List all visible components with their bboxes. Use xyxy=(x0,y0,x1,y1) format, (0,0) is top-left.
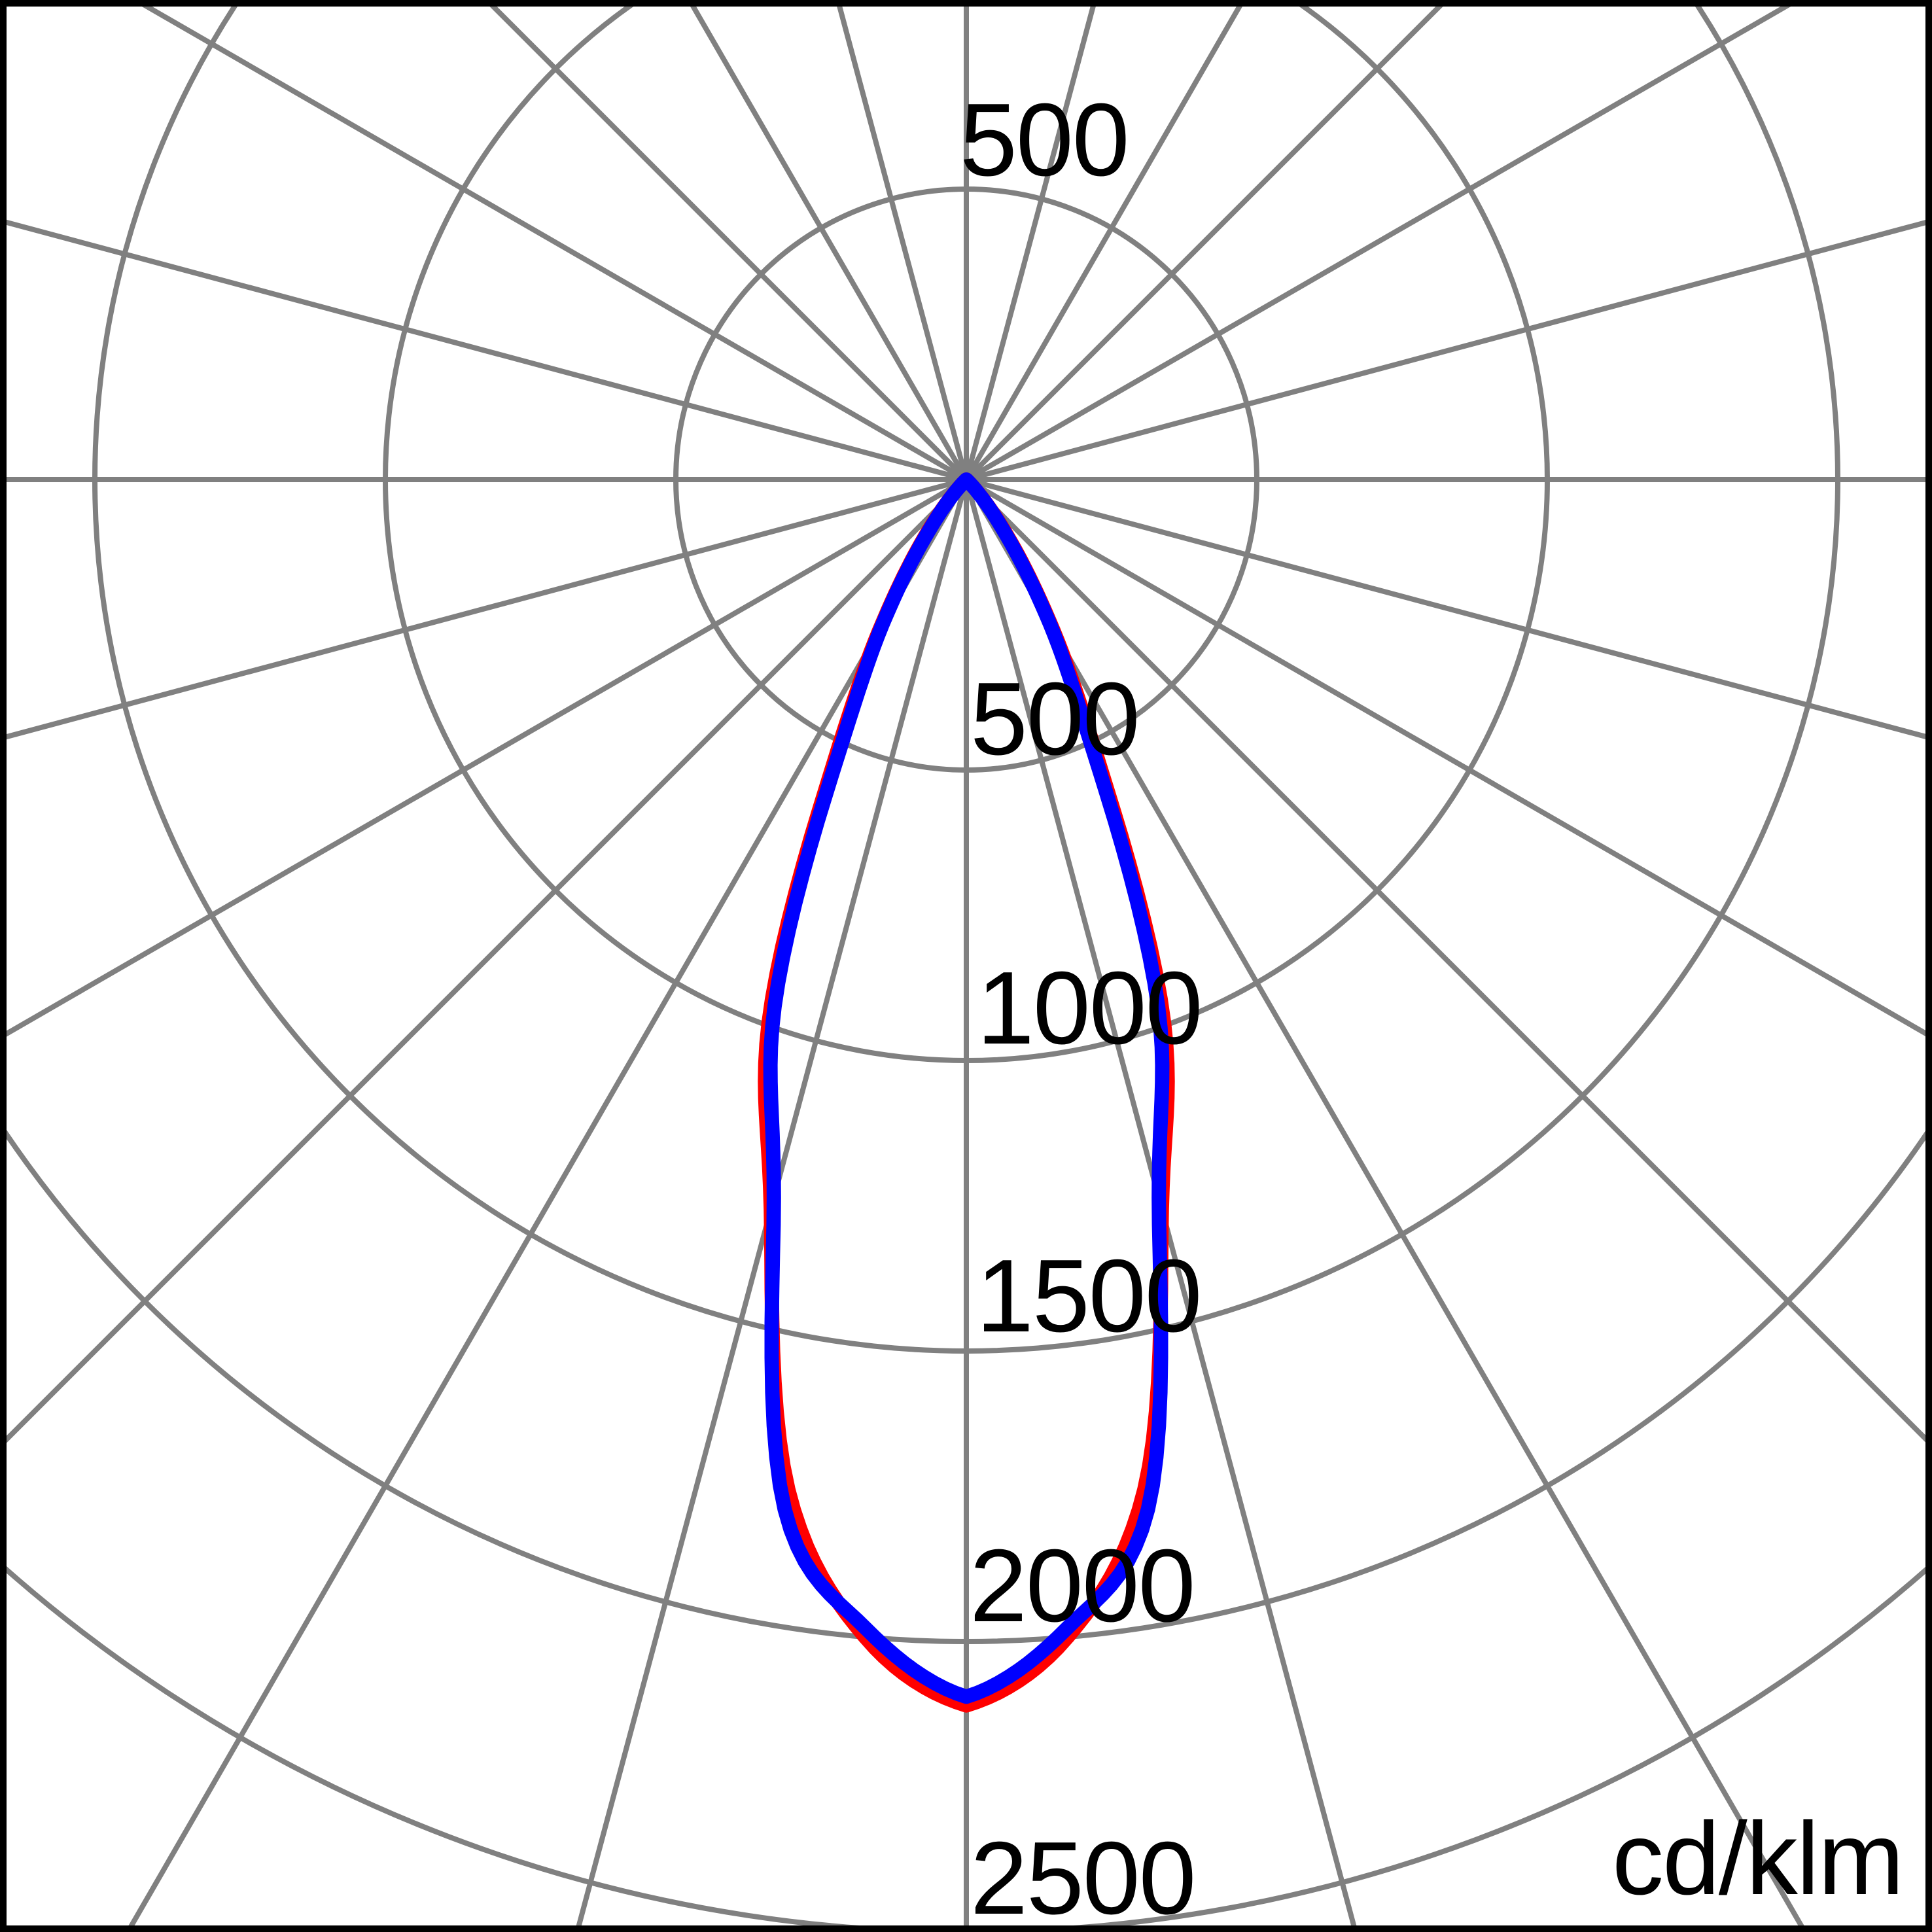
ring-label-500-top: 500 xyxy=(960,82,1130,198)
ring-label-500: 500 xyxy=(970,661,1140,777)
ring-label-1500: 1500 xyxy=(976,1238,1202,1354)
ring-label-2000: 2000 xyxy=(970,1528,1195,1643)
unit-label: cd/klm xyxy=(1612,1801,1904,1916)
ring-label-2500: 2500 xyxy=(970,1821,1196,1932)
ring-label-1000: 1000 xyxy=(977,951,1203,1066)
